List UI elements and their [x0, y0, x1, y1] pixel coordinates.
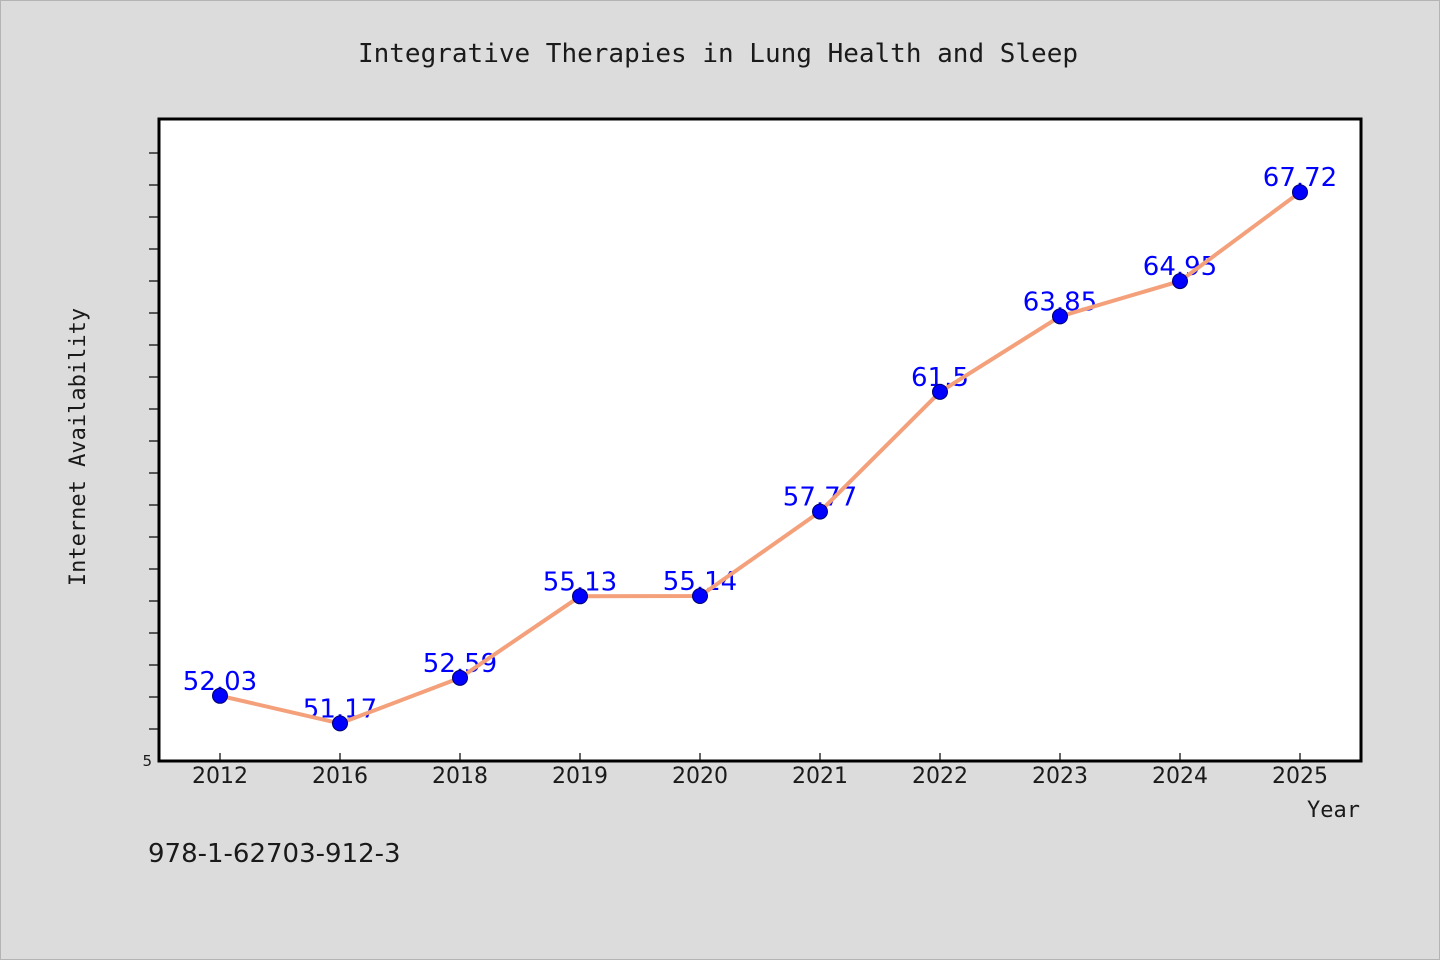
plot-area	[157, 117, 1363, 763]
chart-title: Integrative Therapies in Lung Health and…	[358, 39, 1078, 69]
y-tick-label: 5	[142, 752, 152, 770]
series-line	[218, 190, 1302, 726]
x-tick-label: 2019	[552, 764, 608, 789]
x-tick-label: 2020	[672, 764, 728, 789]
data-point	[692, 588, 708, 604]
x-tick-label: 2024	[1152, 764, 1208, 789]
y-axis-ticks: 5	[142, 152, 158, 770]
data-point	[1292, 184, 1308, 201]
data-point	[452, 669, 468, 686]
x-tick-label: 2018	[432, 764, 488, 789]
x-tick-label: 2016	[312, 764, 368, 789]
data-point	[572, 588, 588, 605]
data-point	[1052, 308, 1068, 325]
x-axis-label: Year	[1307, 798, 1360, 823]
x-tick-label: 2022	[912, 764, 968, 789]
data-point	[1172, 273, 1188, 290]
data-point	[212, 687, 228, 704]
data-point	[932, 383, 948, 400]
data-point	[332, 715, 348, 732]
series-markers	[212, 184, 1308, 732]
x-tick-label: 2012	[192, 764, 248, 789]
x-tick-label: 2021	[792, 764, 848, 789]
data-point	[812, 503, 828, 520]
isbn-footer: 978-1-62703-912-3	[148, 839, 401, 869]
x-tick-label: 2023	[1032, 764, 1088, 789]
y-axis-label: Internet Availability	[66, 308, 91, 586]
x-tick-label: 2025	[1272, 764, 1328, 789]
x-axis-ticks: 2012 2016 2018 2019 2020 2021 2022 2023 2024 2025	[192, 753, 1328, 789]
